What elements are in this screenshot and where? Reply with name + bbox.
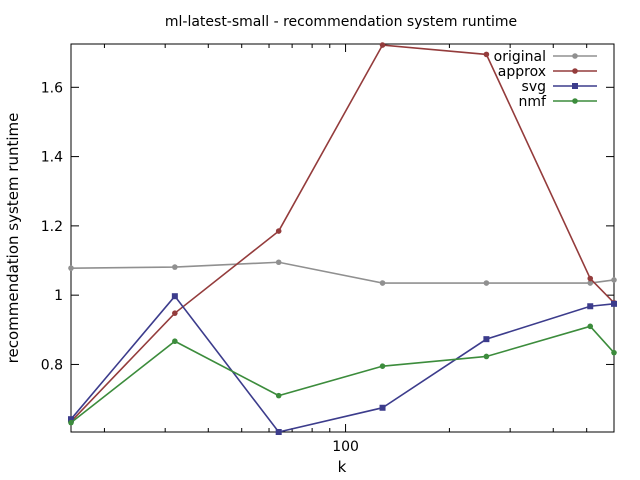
data-point-svg (68, 416, 74, 423)
legend-label-nmf: nmf (519, 94, 548, 110)
legend-marker-nmf (572, 98, 578, 104)
data-point-svg (171, 293, 178, 300)
data-point-nmf (172, 338, 178, 345)
data-point-approx (483, 51, 490, 58)
y-axis: 0.8 1 1.2 1.4 1.6 (41, 80, 614, 373)
y-tick-label: 1.6 (41, 80, 63, 96)
data-point-original (172, 264, 178, 270)
y-tick-label: 1.4 (41, 150, 63, 166)
data-point-nmf (611, 349, 617, 356)
data-point-original (379, 280, 386, 286)
y-tick-label: 0.8 (41, 357, 63, 373)
data-point-svg (275, 429, 282, 435)
chart-title: ml-latest-small - recommendation system … (165, 14, 517, 30)
data-point-svg (379, 404, 386, 411)
data-point-original (483, 280, 490, 286)
legend-marker-svg (572, 83, 578, 89)
y-tick-label: 1 (54, 288, 63, 304)
data-point-original (611, 277, 617, 283)
legend-marker-original (572, 53, 578, 59)
data-point-svg (611, 300, 617, 307)
legend-label-original: original (494, 49, 546, 65)
series-layer (68, 42, 617, 435)
legend-marker-approx (572, 68, 578, 74)
y-tick-label: 1.2 (41, 219, 63, 235)
x-axis-title: k (338, 458, 347, 476)
series-line-original (70, 261, 615, 284)
data-point-approx (587, 275, 594, 282)
data-point-svg (483, 336, 490, 343)
data-point-original (587, 280, 594, 286)
data-point-nmf (587, 323, 594, 330)
x-axis: 100 (103, 44, 615, 455)
data-point-nmf (275, 392, 282, 399)
series-line-svg (70, 294, 615, 433)
x-tick-label: 100 (332, 439, 359, 455)
series-original (68, 259, 617, 286)
data-point-approx (275, 228, 282, 234)
plot-frame (70, 43, 615, 433)
legend-label-svg: svg (522, 79, 546, 95)
data-point-approx (379, 42, 386, 48)
series-line-nmf (70, 325, 615, 424)
series-nmf (68, 323, 617, 426)
data-point-approx (172, 310, 178, 316)
data-point-original (68, 265, 74, 271)
data-point-original (275, 259, 282, 266)
legend-label-approx: approx (498, 64, 546, 80)
data-point-nmf (379, 363, 386, 369)
data-point-svg (587, 303, 594, 310)
data-point-nmf (68, 419, 74, 426)
data-point-nmf (483, 353, 490, 360)
series-svg (68, 293, 617, 435)
y-axis-title: recommendation system runtime (4, 113, 22, 364)
